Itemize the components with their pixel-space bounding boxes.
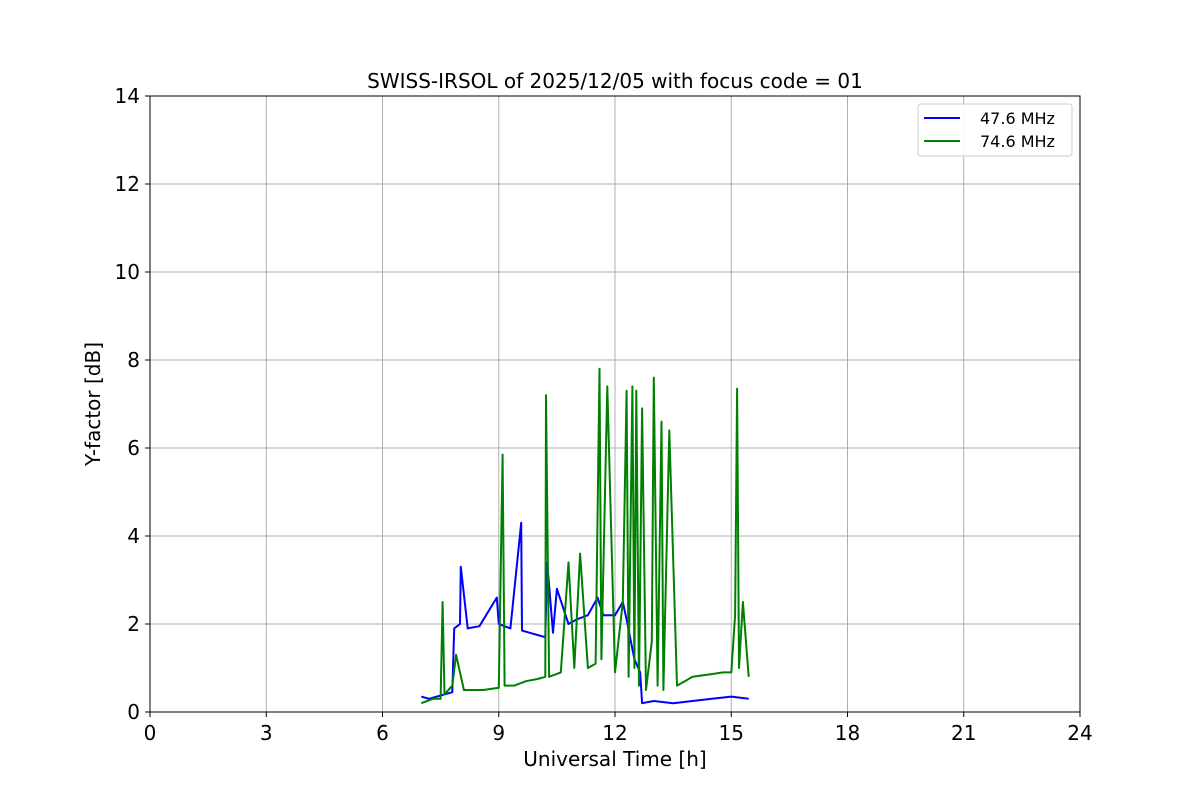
y-tick-label: 2 xyxy=(127,612,140,636)
legend-label: 47.6 MHz xyxy=(980,109,1055,128)
y-tick-label: 14 xyxy=(115,84,140,108)
legend-label: 74.6 MHz xyxy=(980,132,1055,151)
y-tick-label: 6 xyxy=(127,436,140,460)
y-tick-label: 0 xyxy=(127,700,140,724)
x-tick-label: 15 xyxy=(719,721,744,745)
x-tick-label: 9 xyxy=(492,721,505,745)
x-axis-label: Universal Time [h] xyxy=(523,747,706,771)
grid-lines xyxy=(149,95,1081,713)
plot-series xyxy=(420,367,750,705)
y-tick-label: 8 xyxy=(127,348,140,372)
x-tick-label: 21 xyxy=(951,721,976,745)
x-tick-label: 24 xyxy=(1067,721,1092,745)
series-line-0 xyxy=(421,521,749,705)
y-tick-label: 10 xyxy=(115,260,140,284)
x-tick-label: 0 xyxy=(144,721,157,745)
x-tick-label: 3 xyxy=(260,721,273,745)
series-line-1 xyxy=(420,367,750,705)
x-tick-label: 12 xyxy=(602,721,627,745)
y-tick-label: 12 xyxy=(115,172,140,196)
x-axis: 0 3 6 9 12 15 18 21 24 xyxy=(144,712,1093,745)
x-tick-label: 18 xyxy=(835,721,860,745)
y-axis: 0 2 4 6 8 10 12 14 xyxy=(115,84,150,724)
y-tick-label: 4 xyxy=(127,524,140,548)
chart-title: SWISS-IRSOL of 2025/12/05 with focus cod… xyxy=(367,69,863,93)
legend: 47.6 MHz 74.6 MHz xyxy=(917,103,1073,157)
x-tick-label: 6 xyxy=(376,721,389,745)
y-axis-label: Y-factor [dB] xyxy=(81,342,105,467)
